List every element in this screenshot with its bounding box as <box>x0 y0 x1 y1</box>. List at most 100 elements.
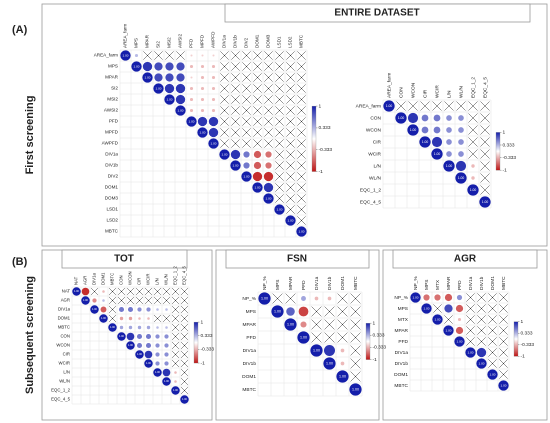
chart-title: FSN <box>287 254 307 265</box>
diagonal-circle <box>285 215 296 226</box>
correlation-circle <box>340 348 345 353</box>
colorbar <box>193 321 199 364</box>
column-label: DOM1 <box>490 276 496 290</box>
correlation-circle <box>164 334 169 339</box>
insignificant-cross <box>242 117 251 126</box>
column-label: MBTC <box>299 34 304 48</box>
diagonal-circle <box>135 350 144 359</box>
row-label: DIV1b <box>395 361 409 367</box>
insignificant-cross <box>466 293 475 302</box>
insignificant-cross <box>180 386 189 395</box>
row-label: PFD <box>109 119 119 124</box>
row-label: EQC_1_2 <box>51 388 70 393</box>
insignificant-cross <box>264 62 273 71</box>
diagonal-circle <box>142 72 153 83</box>
insignificant-cross <box>264 139 273 148</box>
diagonal-label: 1.00 <box>123 53 129 57</box>
insignificant-cross <box>286 172 295 181</box>
diagonal-circle <box>467 184 479 196</box>
correlation-circle <box>212 54 215 57</box>
insignificant-cross <box>253 128 262 137</box>
row-label: AWSI2 <box>104 108 119 113</box>
column-label: MBTC <box>110 273 115 285</box>
insignificant-cross <box>253 62 262 71</box>
column-label: MTX <box>435 279 441 290</box>
insignificant-cross <box>264 128 273 137</box>
insignificant-cross <box>180 332 189 341</box>
diagonal-circle <box>175 105 186 116</box>
header: ENTIRE DATASET <box>334 8 419 19</box>
diagonal-circle <box>230 160 241 171</box>
diagonal-label: 1.00 <box>178 108 184 112</box>
row-label: DIV1a <box>243 348 257 354</box>
insignificant-cross <box>480 113 490 123</box>
insignificant-cross <box>242 84 251 93</box>
diagonal-label: 1.00 <box>457 339 463 343</box>
insignificant-cross <box>180 296 189 305</box>
row-label: AWPFD <box>102 141 119 146</box>
row-label: DIV1a <box>395 350 409 356</box>
correlation-circle <box>81 287 90 296</box>
diagonal-label: 1.00 <box>468 350 474 354</box>
column-label: MPS <box>424 280 430 290</box>
insignificant-cross <box>162 296 171 305</box>
correlation-circle <box>189 64 194 69</box>
insignificant-cross <box>242 95 251 104</box>
diagonal-circle <box>99 314 108 323</box>
column-label: WL/N <box>164 274 169 285</box>
insignificant-cross <box>108 305 117 314</box>
insignificant-cross <box>275 194 284 203</box>
correlation-circle <box>175 94 186 105</box>
insignificant-cross <box>499 370 508 379</box>
correlation-circle <box>243 151 250 158</box>
colorbar-tick-label: -0.333 <box>521 342 535 348</box>
insignificant-cross <box>220 95 229 104</box>
insignificant-cross <box>275 161 284 170</box>
diagonal-circle <box>419 136 431 148</box>
insignificant-cross <box>171 332 180 341</box>
correlation-circle <box>137 325 142 330</box>
diagonal-circle <box>284 318 297 331</box>
correlation-circle <box>155 343 160 348</box>
diagonal-circle <box>296 226 307 237</box>
diagonal-label: 1.00 <box>386 104 393 108</box>
diagonal-label: 1.00 <box>435 317 441 321</box>
correlation-circle <box>136 333 143 340</box>
insignificant-cross <box>324 332 335 343</box>
correlation-circle <box>189 97 194 102</box>
column-label: L/N <box>446 90 452 98</box>
insignificant-cross <box>231 139 240 148</box>
row-label: CON <box>60 334 70 339</box>
row-label: Subsequent screening <box>24 276 36 394</box>
diagonal-label: 1.00 <box>413 295 419 299</box>
correlation-circle <box>174 371 177 374</box>
correlation-circle <box>265 151 272 158</box>
diagonal-label: 1.00 <box>424 306 430 310</box>
insignificant-cross <box>231 73 240 82</box>
correlation-circle <box>263 182 274 193</box>
column-label: MPAR <box>145 34 150 48</box>
insignificant-cross <box>350 345 361 356</box>
correlation-circle <box>458 127 464 133</box>
insignificant-cross <box>264 106 273 115</box>
diagonal-circle <box>72 287 81 296</box>
insignificant-cross <box>433 304 442 313</box>
insignificant-cross <box>162 314 171 323</box>
row-label: WCON <box>366 127 382 133</box>
insignificant-cross <box>286 73 295 82</box>
column-label: DOM1 <box>340 276 346 290</box>
correlation-circle <box>145 333 152 340</box>
insignificant-cross <box>272 293 283 304</box>
insignificant-cross <box>297 172 306 181</box>
diagonal-label: 1.00 <box>167 97 173 101</box>
diagonal-circle <box>410 292 421 303</box>
column-label: NAT <box>74 276 79 285</box>
colorbar-tick-label: -1 <box>201 360 206 366</box>
insignificant-cross <box>275 128 284 137</box>
row-label: MPAR <box>105 75 119 80</box>
insignificant-cross <box>231 95 240 104</box>
correlation-circle <box>138 317 141 320</box>
column-label: MPS <box>275 280 281 290</box>
correlation-circle <box>102 299 105 302</box>
diagonal-circle <box>258 292 271 305</box>
